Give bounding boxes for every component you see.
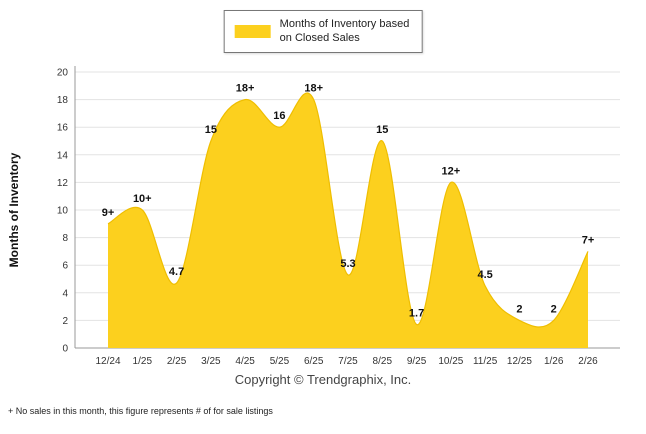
point-label: 18+ (236, 83, 255, 95)
x-tick-label: 2/26 (578, 356, 598, 367)
x-tick-label: 5/25 (270, 356, 290, 367)
y-tick-label: 8 (62, 233, 68, 244)
y-tick-label: 16 (57, 123, 69, 134)
y-axis-title: Months of Inventory (7, 152, 21, 267)
x-tick-label: 11/25 (473, 356, 498, 367)
y-tick-label: 4 (62, 288, 68, 299)
copyright-text: Copyright © Trendgraphix, Inc. (234, 372, 412, 387)
point-label: 7+ (582, 234, 595, 246)
y-tick-label: 10 (57, 206, 69, 217)
y-tick-label: 12 (57, 178, 69, 189)
point-label: 12+ (442, 165, 461, 177)
point-label: 2 (516, 303, 522, 315)
area-outline (107, 92, 589, 328)
y-tick-label: 2 (62, 316, 68, 327)
x-tick-label: 10/25 (438, 356, 463, 367)
point-label: 4.5 (477, 269, 492, 281)
x-tick-label: 1/26 (544, 356, 564, 367)
y-tick-label: 14 (57, 150, 69, 161)
x-tick-label: 7/25 (338, 356, 358, 367)
y-tick-label: 0 (62, 344, 68, 355)
x-tick-label: 8/25 (373, 356, 393, 367)
x-tick-label: 4/25 (235, 356, 255, 367)
legend-label-line2: on Closed Sales (279, 32, 360, 45)
x-tick-label: 12/25 (507, 356, 532, 367)
point-label: 9+ (102, 207, 115, 219)
y-tick-label: 18 (57, 95, 69, 106)
y-tick-label: 20 (57, 68, 69, 79)
legend-label: Months of Inventory based on Closed Sale… (280, 17, 410, 46)
point-label: 1.7 (409, 308, 424, 320)
area-fill (108, 93, 588, 348)
inventory-area-chart: 0 2 4 6 8 10 12 14 16 18 20 9+ 10+ 4.7 15 18+ 16 18+ 5.3 15… (7, 66, 620, 367)
point-label: 15 (376, 124, 388, 136)
point-label: 15 (205, 124, 217, 136)
x-tick-label: 6/25 (304, 356, 324, 367)
point-label: 16 (273, 110, 285, 122)
point-label: 2 (551, 303, 557, 315)
point-label: 4.7 (169, 266, 184, 278)
point-label: 18+ (304, 83, 323, 95)
x-tick-label: 12/24 (95, 356, 120, 367)
chart-legend: Months of Inventory based on Closed Sale… (223, 10, 423, 53)
x-tick-label: 1/25 (133, 356, 153, 367)
footnote-text: + No sales in this month, this figure re… (8, 406, 273, 416)
point-label: 5.3 (340, 258, 355, 270)
x-tick-label: 9/25 (407, 356, 427, 367)
y-tick-label: 6 (62, 261, 68, 272)
legend-label-line1: Months of Inventory based (279, 18, 410, 30)
point-label: 10+ (133, 193, 152, 205)
x-tick-label: 3/25 (201, 356, 221, 367)
legend-swatch (234, 24, 271, 38)
x-tick-label: 2/25 (167, 356, 187, 367)
